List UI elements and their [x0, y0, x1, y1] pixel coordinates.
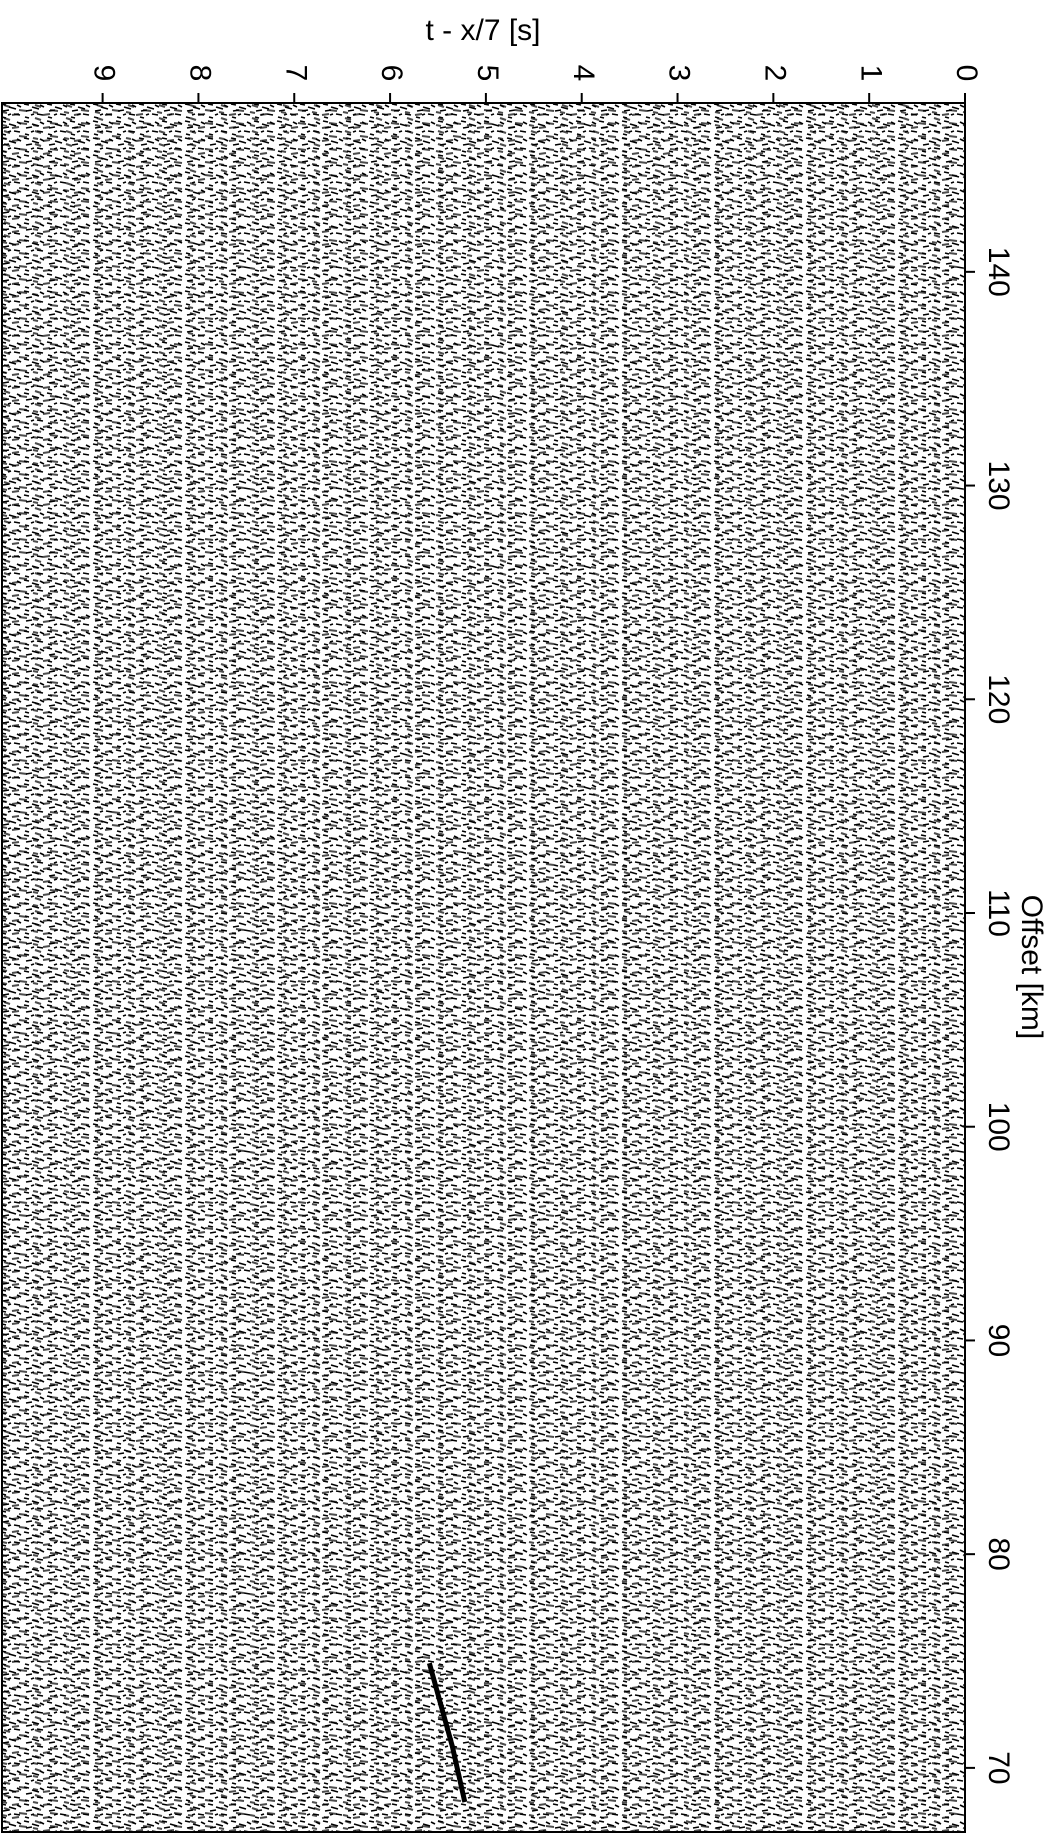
offset-tick-label: 80	[982, 1537, 1015, 1570]
plot-frame	[1, 102, 966, 1833]
offset-tick-label: 130	[982, 461, 1015, 511]
offset-tick-label: 120	[982, 674, 1015, 724]
offset-tick-label: 90	[982, 1324, 1015, 1357]
offset-tick-label: 100	[982, 1102, 1015, 1152]
offset-tick-label: 110	[982, 889, 1015, 937]
time-tick-label: 6	[375, 65, 408, 82]
offset-tick-label: 70	[982, 1751, 1015, 1784]
time-tick-label: 0	[950, 65, 983, 82]
coherent-arrival	[426, 1662, 468, 1803]
time-tick-label: 8	[184, 65, 217, 82]
time-tick-label: 1	[854, 65, 887, 82]
time-tick-label: 4	[567, 65, 600, 82]
offset-tick-label: 140	[982, 247, 1015, 297]
time-tick-label: 7	[279, 65, 312, 82]
offset-axis-label: Offset [km]	[1015, 895, 1048, 1039]
time-tick-label: 2	[758, 65, 791, 82]
time-tick-label: 5	[471, 65, 504, 82]
time-axis-label: t - x/7 [s]	[425, 14, 540, 47]
time-tick-label: 9	[88, 65, 121, 82]
time-tick-label: 3	[663, 65, 696, 82]
trace-texture	[2, 103, 965, 1832]
